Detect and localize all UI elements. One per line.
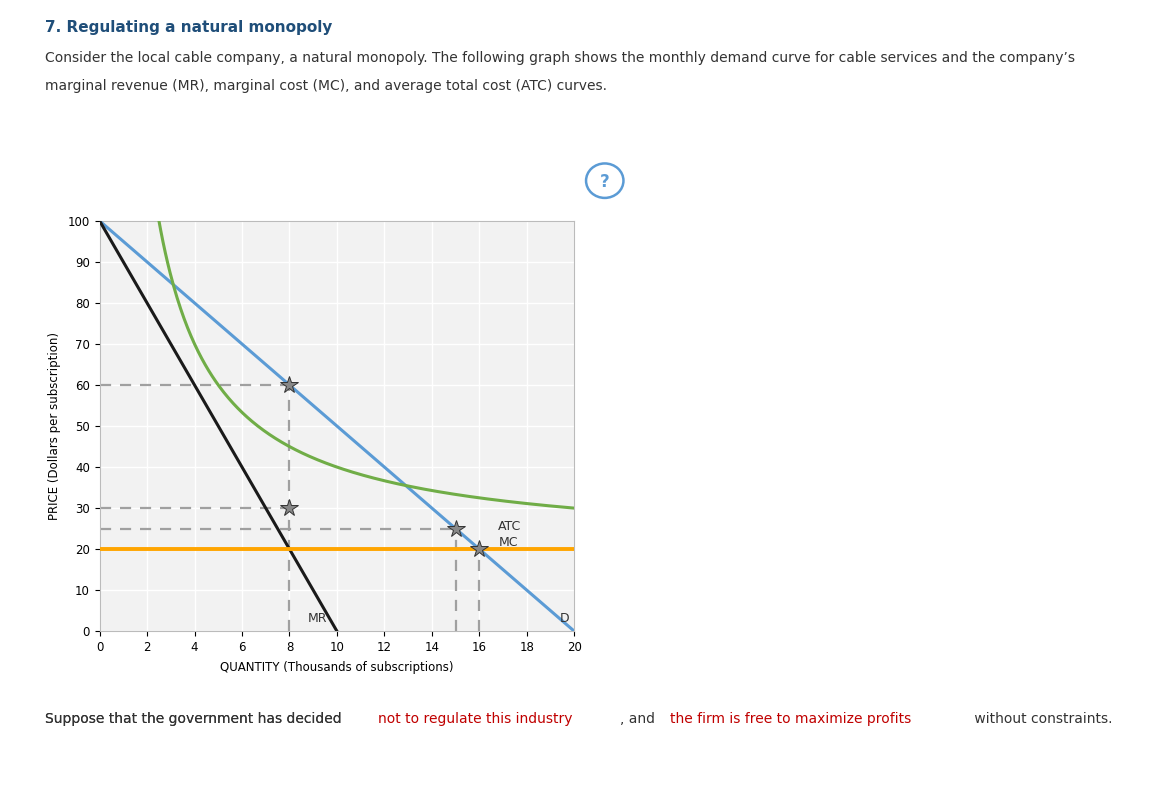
FancyBboxPatch shape [33,155,652,677]
Text: ?: ? [600,173,609,190]
Text: ATC: ATC [498,520,522,533]
Y-axis label: PRICE (Dollars per subscription): PRICE (Dollars per subscription) [48,332,61,520]
Text: , and: , and [620,712,659,726]
Text: not to regulate this industry: not to regulate this industry [377,712,572,726]
Text: MC: MC [498,537,518,549]
X-axis label: QUANTITY (Thousands of subscriptions): QUANTITY (Thousands of subscriptions) [220,661,454,674]
Text: 7. Regulating a natural monopoly: 7. Regulating a natural monopoly [45,20,332,35]
Text: marginal revenue (MR), marginal cost (MC), and average total cost (ATC) curves.: marginal revenue (MR), marginal cost (MC… [45,79,607,93]
Text: MR: MR [308,612,328,625]
Circle shape [586,163,624,198]
Text: without constraints.: without constraints. [969,712,1112,726]
Text: the firm is free to maximize profits: the firm is free to maximize profits [669,712,911,726]
Text: Suppose that the government has decided: Suppose that the government has decided [45,712,346,726]
Text: Suppose that the government has decided: Suppose that the government has decided [45,712,346,726]
Text: D: D [560,612,570,625]
Text: Consider the local cable company, a natural monopoly. The following graph shows : Consider the local cable company, a natu… [45,51,1075,65]
